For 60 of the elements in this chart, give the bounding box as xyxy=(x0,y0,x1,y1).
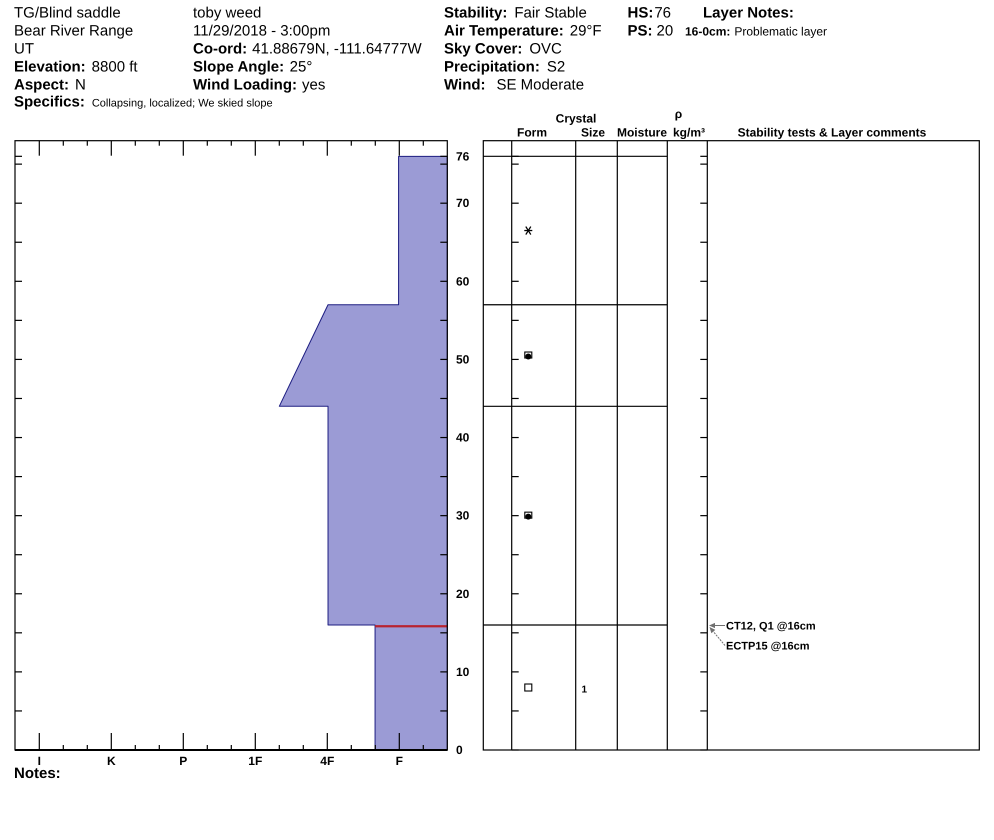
text: UT xyxy=(14,40,34,58)
text: Elevation: xyxy=(14,58,86,76)
text: Aspect: xyxy=(14,76,70,94)
text: 1 xyxy=(582,684,588,696)
text: Stability: xyxy=(444,4,508,22)
text: Wind: xyxy=(444,76,486,94)
text: PS: xyxy=(628,22,653,40)
y-tick-label: 60 xyxy=(456,274,470,288)
text: Problematic layer xyxy=(734,24,828,38)
text: 4F xyxy=(320,754,334,768)
text: Air Temperature: xyxy=(444,22,564,40)
text: 1F xyxy=(248,754,262,768)
text: 76 xyxy=(654,4,672,22)
text: Specifics: xyxy=(14,94,85,110)
text: N xyxy=(75,76,86,94)
text: Form xyxy=(517,126,547,140)
text: Bear River Range xyxy=(14,22,134,40)
y-tick-label: 50 xyxy=(456,352,470,366)
text: Precipitation: xyxy=(444,58,540,76)
text: 20 xyxy=(656,22,674,40)
y-tick-label: 40 xyxy=(456,430,470,445)
text: 25° xyxy=(290,58,312,76)
text: S2 xyxy=(546,58,566,76)
y-tick-label: 30 xyxy=(456,508,470,523)
y-tick-label: 70 xyxy=(456,196,470,210)
text: Collapsing, localized; We skied slope xyxy=(92,98,273,110)
text: ρ xyxy=(674,107,682,121)
text: Fair Stable xyxy=(514,4,587,22)
text: Moisture xyxy=(616,126,668,140)
text: HS: xyxy=(628,4,654,22)
text: Wind Loading: xyxy=(193,76,298,94)
y-tick-label: 76 xyxy=(456,149,470,164)
text: kg/m³ xyxy=(672,126,706,140)
text: P xyxy=(179,754,188,768)
text: toby weed xyxy=(193,4,262,22)
text: SE Moderate xyxy=(496,76,584,94)
text: Slope Angle: xyxy=(193,58,284,76)
text: F xyxy=(396,754,403,768)
text: Sky Cover: xyxy=(444,40,522,58)
text: Layer Notes: xyxy=(703,4,794,22)
text: Notes: xyxy=(14,765,61,782)
y-tick-label: 20 xyxy=(456,586,470,601)
text: yes xyxy=(302,76,326,94)
text: Co-ord: xyxy=(193,40,248,58)
text: 11/29/2018 - 3:00pm xyxy=(193,22,330,40)
text: CT12, Q1 @16cm xyxy=(726,620,816,632)
text: 41.88679N, -111.64777W xyxy=(252,40,423,58)
y-tick-label: 0 xyxy=(456,743,463,757)
text: Size xyxy=(580,126,606,140)
text: Stability tests & Layer comments xyxy=(738,126,927,140)
y-tick-label: 10 xyxy=(456,664,470,679)
text: Crystal xyxy=(556,112,596,126)
text: OVC xyxy=(529,40,562,58)
text: TG/Blind saddle xyxy=(14,4,121,22)
text: 8800 ft xyxy=(92,58,138,76)
text: 29°F xyxy=(570,22,602,40)
text: 16-0cm: xyxy=(685,24,730,38)
text: K xyxy=(106,754,116,768)
text: ECTP15 @16cm xyxy=(726,640,810,652)
text: I xyxy=(38,754,41,768)
